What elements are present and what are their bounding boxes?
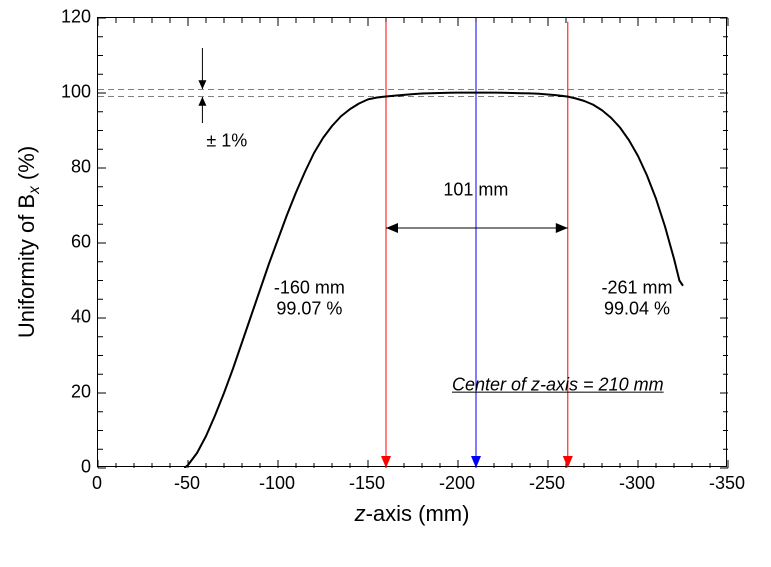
y-axis-title-suffix: (%)	[14, 146, 39, 186]
y-tick-label: 40	[57, 307, 91, 328]
x-tick-label: -300	[619, 473, 655, 494]
right-marker-line1: -261 mm	[601, 278, 672, 298]
y-axis-title: Uniformity of Bx (%)	[14, 146, 44, 338]
width-callout-label: 101 mm	[443, 179, 508, 200]
chart-container: z-axis (mm) Uniformity of Bx (%) ± 1% 10…	[0, 0, 771, 567]
x-axis-title: z-axis (mm)	[355, 501, 470, 527]
right-marker-line2: 99.04 %	[604, 298, 670, 318]
plot-area	[97, 17, 727, 467]
y-tick-label: 80	[57, 157, 91, 178]
x-tick-label: -200	[439, 473, 475, 494]
x-tick-label: -50	[174, 473, 200, 494]
x-tick-label: 0	[92, 473, 102, 494]
y-tick-label: 20	[57, 382, 91, 403]
left-marker-line2: 99.07 %	[276, 298, 342, 318]
y-axis-title-prefix: Uniformity of B	[14, 194, 39, 338]
tolerance-label: ± 1%	[206, 131, 247, 152]
y-tick-label: 60	[57, 232, 91, 253]
x-tick-label: -250	[529, 473, 565, 494]
x-tick-label: -150	[349, 473, 385, 494]
x-tick-label: -350	[709, 473, 745, 494]
x-axis-title-var: z	[355, 501, 366, 526]
y-tick-label: 100	[57, 82, 91, 103]
left-marker-label: -160 mm 99.07 %	[274, 278, 345, 319]
x-tick-label: -100	[259, 473, 295, 494]
y-axis-title-sub: x	[26, 186, 43, 194]
center-annotation: Center of z-axis = 210 mm	[452, 374, 664, 395]
y-tick-label: 0	[57, 457, 91, 478]
y-tick-label: 120	[57, 7, 91, 28]
x-axis-title-rest: -axis (mm)	[366, 501, 470, 526]
chart-svg	[98, 18, 728, 468]
left-marker-line1: -160 mm	[274, 278, 345, 298]
right-marker-label: -261 mm 99.04 %	[601, 278, 672, 319]
